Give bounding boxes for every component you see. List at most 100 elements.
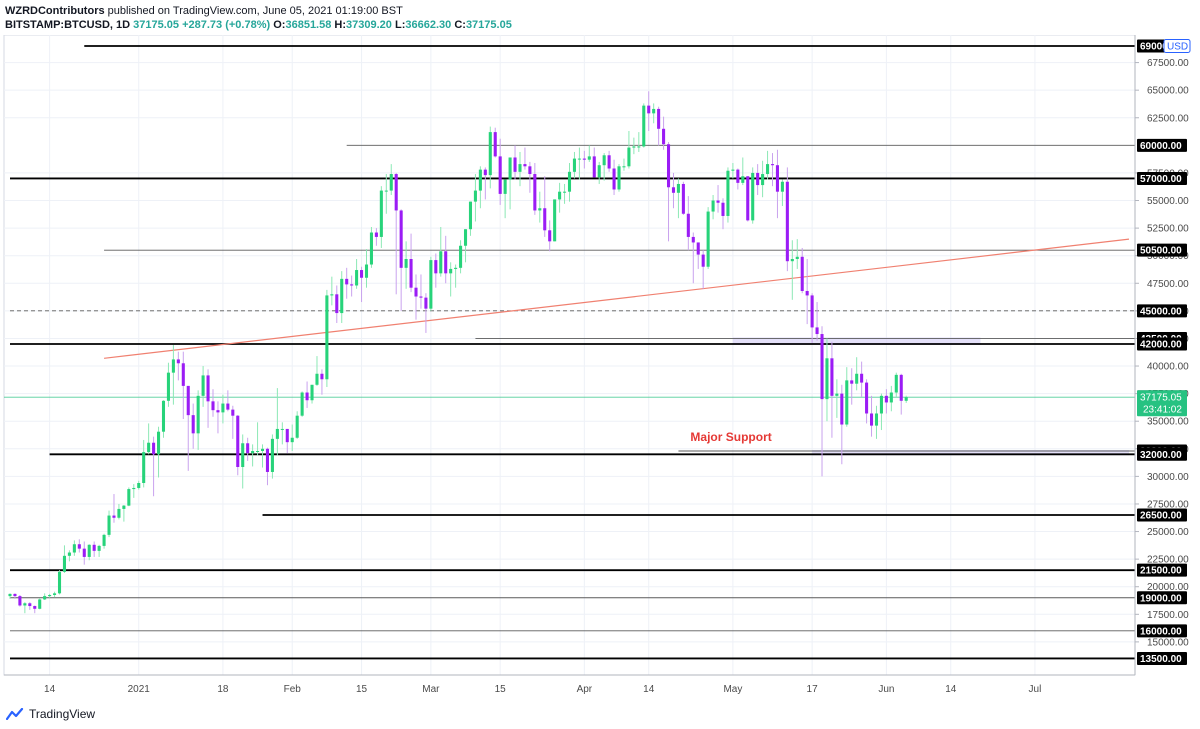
candle-body [825,358,829,400]
candle-body [879,395,883,414]
candle-body [726,170,730,216]
candle-body [102,534,106,546]
axes[interactable]: 15000.00 17500.00 20000.00 22500.00 25000.00… [4,35,1191,695]
candle-body [236,415,240,467]
level-price-label[interactable]: 57000.00 [1140,174,1182,185]
candle [785,167,789,272]
candle [275,388,279,456]
level-price-box[interactable] [1137,304,1187,318]
candle [463,229,468,263]
level-price-box[interactable] [1137,337,1187,351]
candlestick-chart[interactable]: Major Support 15000.00 17500.00 20000.00 22… [0,35,1200,699]
level-price-box[interactable] [1137,138,1187,152]
candle-body [473,190,477,202]
zones [732,337,1129,456]
candle [374,228,378,246]
candle-body [533,174,537,211]
level-price-box[interactable] [1137,624,1187,638]
tradingview-brand[interactable]: TradingView [6,707,95,721]
candle-body [612,168,616,190]
candle-body [711,200,715,212]
level-price-box[interactable] [1137,508,1187,522]
level-price-label[interactable]: 50500.00 [1140,246,1182,257]
candle-body [320,373,324,380]
level-price-box[interactable] [1137,651,1187,665]
candle-body [305,392,309,401]
candle-body [756,172,760,186]
trendlines[interactable] [104,238,1130,359]
candle-body [652,108,656,114]
candle [265,447,270,486]
candle-body [736,169,740,183]
level-price-label[interactable]: 42000.00 [1140,339,1182,350]
candle [231,405,235,439]
candle [766,150,770,180]
candle-body [671,187,676,193]
candle-body [127,489,131,506]
candle [795,239,799,269]
candle-body [424,297,428,309]
candle-body [830,358,834,396]
level-price-box[interactable] [1137,563,1187,577]
level-lines[interactable] [4,45,1135,660]
candle-body [429,260,433,309]
level-price-label[interactable]: 26500.00 [1140,511,1182,522]
chart-header: WZRDContributors published on TradingVie… [0,0,1200,34]
level-price-label[interactable]: 13500.00 [1140,654,1182,665]
chart-area[interactable]: Major Support 15000.00 17500.00 20000.00 22… [0,35,1200,699]
candle-body [478,169,482,191]
candle-body [770,164,775,166]
candle [751,167,755,224]
level-price-label[interactable]: 16000.00 [1140,626,1182,637]
candle [369,227,373,268]
candle [493,127,497,158]
candle [825,338,829,422]
candle [513,145,517,180]
level-price-label[interactable]: 45000.00 [1140,306,1182,317]
candle-body [82,548,86,557]
level-price-label[interactable]: 32000.00 [1140,450,1182,461]
level-price-label[interactable]: 60000.00 [1140,141,1182,152]
candle [538,191,542,223]
candle-body [355,270,359,286]
candle [855,357,859,391]
candle-body [706,211,710,267]
candle-body [345,278,349,285]
level-price-label[interactable]: 19000.00 [1140,593,1182,604]
candle-body [350,284,354,286]
candle [13,593,17,599]
level-price-label[interactable]: 69000.00 [1140,42,1182,53]
annotations[interactable]: Major Support [690,430,771,444]
candle [701,250,705,289]
price-tick-label: 47500.00 [1147,279,1189,290]
candle-body [666,144,671,188]
level-price-box[interactable] [1137,591,1187,605]
level-price-box[interactable] [1137,171,1187,185]
candle-body [691,236,695,243]
candle-body [191,415,195,434]
level-price-box[interactable] [1137,243,1187,257]
trendline[interactable] [104,238,1130,359]
candle-body [577,158,581,160]
level-price-label[interactable]: 21500.00 [1140,566,1182,577]
candle [498,138,502,205]
currency-label[interactable]: USD [1167,42,1188,53]
level-price-box[interactable] [1137,447,1187,461]
candle [280,422,284,445]
time-tick-label: 18 [217,684,229,695]
candle-body [503,179,507,194]
candle [419,274,423,309]
major-support-label[interactable]: Major Support [690,430,771,444]
candle-body [746,176,750,221]
author-name[interactable]: WZRDContributors [5,5,105,17]
candle [320,369,324,395]
candle [548,220,552,252]
candle-body [459,245,463,268]
currency-chip[interactable] [1163,39,1191,54]
tradingview-logo-icon [6,708,24,720]
candle [53,591,57,598]
candle [790,240,794,300]
candle-body [795,256,799,259]
current-price-box [1137,390,1187,417]
candle-body [256,451,260,452]
